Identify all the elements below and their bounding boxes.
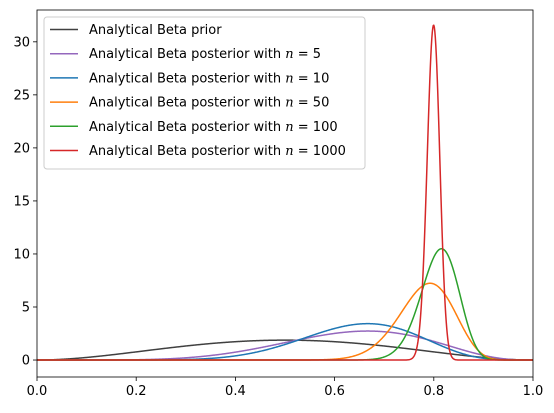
x-tick-label: 0.6 — [324, 384, 345, 399]
x-tick-label: 0.0 — [27, 384, 48, 399]
legend-label-1: Analytical Beta posterior with n = 5 — [89, 47, 321, 62]
y-tick-label: 10 — [13, 247, 30, 262]
y-tick-label: 5 — [22, 300, 30, 315]
x-tick-label: 0.8 — [423, 384, 444, 399]
y-tick-label: 30 — [13, 35, 30, 50]
legend: Analytical Beta prior Analytical Beta pos… — [43, 16, 366, 170]
x-tick-label: 1.0 — [523, 384, 544, 399]
y-tick-label: 20 — [13, 141, 30, 156]
legend-label-4: Analytical Beta posterior with n = 100 — [89, 120, 338, 135]
legend-box — [43, 16, 366, 170]
x-tick-label: 0.2 — [126, 384, 147, 399]
legend-label-3: Analytical Beta posterior with n = 50 — [89, 96, 329, 111]
plot-lines — [36, 24, 534, 361]
series-line-5 — [36, 24, 534, 361]
legend-label-5: Analytical Beta posterior with n = 1000 — [89, 144, 346, 159]
axis-ticks: 0.0 0.2 0.4 0.6 0.8 1.0 0 5 10 15 20 25 30 — [13, 35, 543, 399]
x-tick-label: 0.4 — [225, 384, 246, 399]
y-tick-label: 0 — [22, 354, 30, 369]
axes-spines — [36, 9, 534, 378]
axes-frame — [36, 9, 534, 378]
y-tick-label: 25 — [13, 88, 30, 103]
legend-label-0: Analytical Beta prior — [89, 23, 222, 38]
y-tick-label: 15 — [13, 194, 30, 209]
legend-label-2: Analytical Beta posterior with n = 10 — [89, 71, 329, 86]
